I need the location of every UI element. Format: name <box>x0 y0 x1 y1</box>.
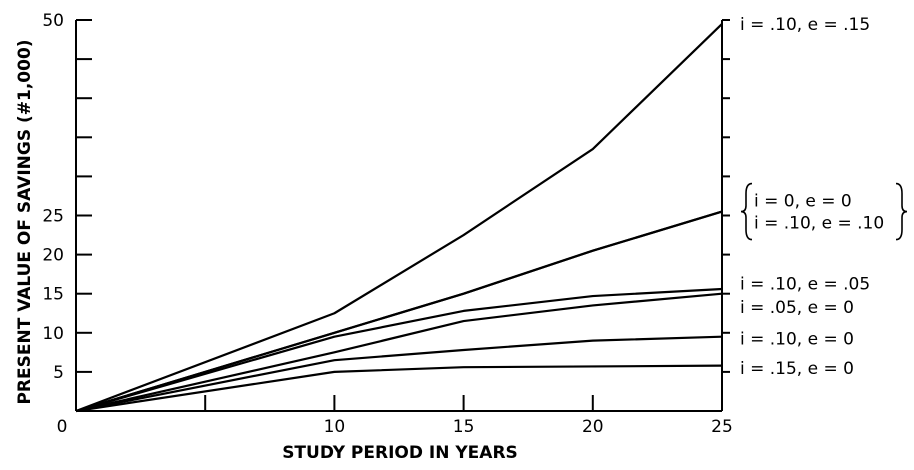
series-label: i = .10, e = .05 <box>740 275 870 295</box>
right-brace <box>895 182 908 241</box>
x-axis-title: STUDY PERIOD IN YEARS <box>282 443 518 463</box>
series-labels-layer: i = .10, e = .15i = 0, e = 0i = .10, e =… <box>740 15 908 379</box>
y-tick-label: 15 <box>42 285 64 305</box>
series-line <box>75 364 723 413</box>
series-label: i = .05, e = 0 <box>740 298 854 318</box>
series-line <box>75 287 723 413</box>
series-line <box>75 210 723 413</box>
y-tick-label: 5 <box>53 363 64 383</box>
series-line <box>75 292 723 413</box>
left-brace <box>740 182 753 241</box>
series-label: i = .10, e = .10 <box>754 214 884 234</box>
series-line <box>75 335 723 413</box>
y-tick-label: 10 <box>42 324 64 344</box>
y-axis-title: PRESENT VALUE OF SAVINGS (#1,000) <box>15 39 35 404</box>
x-tick-label: 15 <box>453 417 475 437</box>
series-layer <box>75 23 723 413</box>
x-tick-label: 25 <box>711 417 733 437</box>
series-line <box>75 23 723 413</box>
x-tick-label: 10 <box>324 417 346 437</box>
y-tick-label: 25 <box>42 207 64 227</box>
series-label: i = .10, e = .15 <box>740 15 870 35</box>
axes-layer: 0 5 10 15 20 25 50 10 15 20 25 <box>42 11 732 437</box>
y-tick-label: 50 <box>42 11 64 31</box>
x-tick-label: 20 <box>582 417 604 437</box>
series-label: i = 0, e = 0 <box>754 192 852 212</box>
y-tick-label: 20 <box>42 246 64 266</box>
series-label: i = .10, e = 0 <box>740 329 854 349</box>
series-label: i = .15, e = 0 <box>740 359 854 379</box>
origin-tick-label: 0 <box>57 417 68 437</box>
